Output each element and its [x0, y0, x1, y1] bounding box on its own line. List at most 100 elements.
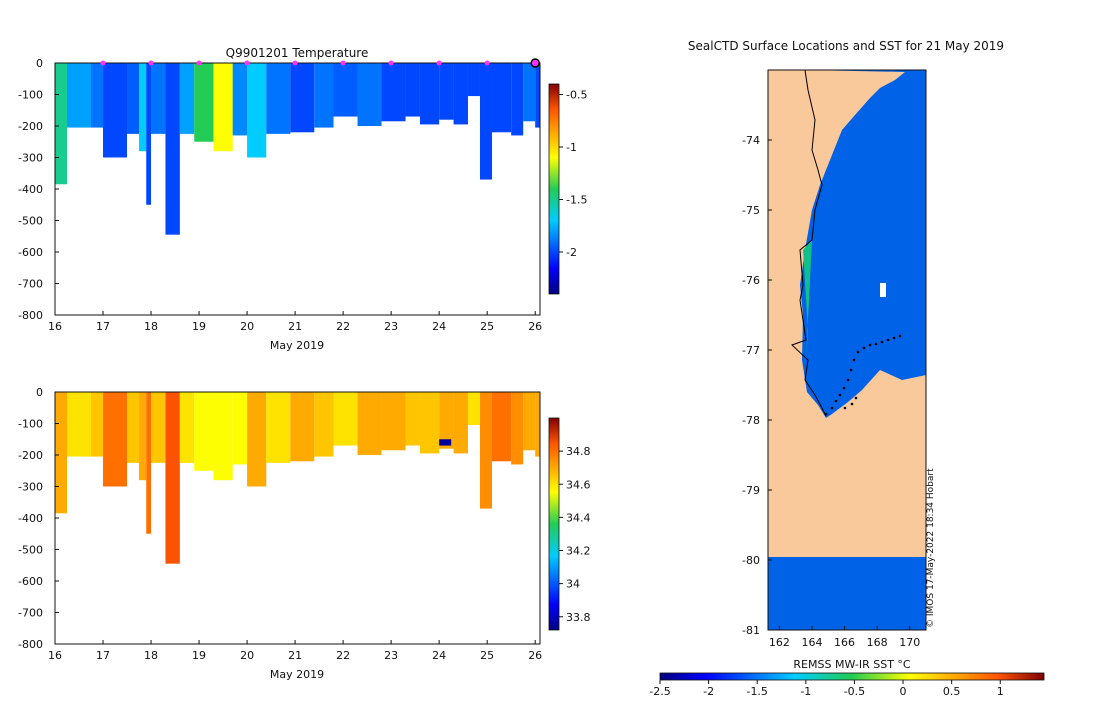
temperature-cells	[55, 63, 540, 235]
map-y-tick-label: -78	[742, 414, 760, 427]
x-tick-label: 16	[48, 649, 62, 662]
profile-cell	[439, 63, 454, 120]
y-tick-label: -700	[18, 278, 43, 291]
colorbar-tick-label: 34	[566, 578, 580, 591]
map-gap	[880, 283, 886, 297]
profile-cell	[103, 63, 128, 158]
x-tick-label: 26	[528, 649, 542, 662]
seal-location-dot	[874, 342, 878, 346]
y-tick-label: -300	[18, 481, 43, 494]
y-tick-label: -500	[18, 544, 43, 557]
profile-cell	[91, 392, 104, 457]
profile-cell	[491, 392, 512, 462]
map-colorbar-tick-label: 1	[997, 685, 1004, 698]
profile-cell	[139, 63, 147, 152]
seal-location-dot	[862, 346, 866, 350]
x-tick-label: 22	[336, 649, 350, 662]
map-seal-track	[824, 334, 902, 416]
profile-cell	[453, 392, 468, 454]
profile-marker	[100, 60, 106, 66]
map-x-tick-label: 170	[899, 636, 920, 649]
seal-location-dot	[892, 336, 896, 340]
x-tick-label: 20	[240, 320, 254, 333]
y-tick-label: -600	[18, 246, 43, 259]
colorbar-tick-label: 34.4	[566, 511, 591, 524]
temperature-title: Q9901201 Temperature	[226, 46, 369, 60]
seal-location-dot	[824, 412, 828, 416]
map-colorbar-tick-label: -2.5	[649, 685, 670, 698]
map-x-tick-label: 168	[867, 636, 888, 649]
seal-location-dot	[868, 343, 872, 347]
profile-cell	[535, 392, 540, 457]
profile-cell	[357, 63, 382, 126]
map-southern-sst	[768, 557, 926, 630]
profile-cell	[419, 63, 440, 125]
salinity-colorbar-ticks: 34.8 34.6 34.4 34.2 34 33.8	[559, 445, 591, 624]
x-tick-label: 24	[432, 649, 446, 662]
map-colorbar-tick-label: -1	[800, 685, 811, 698]
map-colorbar-ticks: -2.5 -2 -1.5 -1 -0.5 0 0.5 1	[649, 680, 1004, 698]
profile-cell	[151, 392, 166, 463]
x-tick-label: 23	[384, 320, 398, 333]
profile-cell	[179, 392, 195, 463]
seal-location-dot	[854, 396, 858, 400]
map-y-tick-label: -81	[742, 624, 760, 637]
profile-cell	[381, 392, 406, 451]
map-coastline	[791, 69, 827, 417]
profile-marker	[484, 60, 490, 66]
map-coastal-warm-strip	[803, 240, 812, 360]
profile-marker	[436, 60, 442, 66]
profile-cell	[247, 63, 267, 158]
temperature-xlabel: May 2019	[270, 339, 324, 352]
x-tick-label: 26	[528, 320, 542, 333]
x-tick-label: 17	[96, 320, 110, 333]
x-tick-label: 18	[144, 320, 158, 333]
x-tick-label: 20	[240, 649, 254, 662]
profile-cell	[479, 63, 492, 180]
profile-cell	[511, 392, 524, 465]
map-panel: SealCTD Surface Locations and SST for 21…	[649, 39, 1045, 698]
profile-cell	[479, 392, 492, 509]
profile-cell	[103, 392, 128, 487]
profile-cell	[194, 63, 214, 142]
profile-cell	[511, 63, 524, 136]
profile-marker	[530, 58, 540, 68]
profile-cell	[127, 63, 140, 134]
y-tick-label: -400	[18, 512, 43, 525]
salinity-xlabel: May 2019	[270, 668, 324, 681]
profile-cell	[151, 63, 166, 134]
profile-cell	[535, 63, 540, 128]
anomaly-cell	[439, 439, 452, 446]
profile-cell	[67, 392, 92, 457]
y-tick-label: -300	[18, 152, 43, 165]
colorbar-tick-label: -1.5	[566, 194, 587, 207]
profile-cell	[55, 392, 68, 514]
profile-cell	[213, 392, 233, 481]
y-tick-label: -800	[18, 638, 43, 651]
map-y-tick-label: -80	[742, 554, 760, 567]
x-tick-label: 22	[336, 320, 350, 333]
x-tick-label: 17	[96, 649, 110, 662]
profile-cell	[467, 392, 480, 426]
map-y-tick-label: -79	[742, 484, 760, 497]
profile-cell	[146, 63, 152, 205]
map-y-tick-label: -76	[742, 274, 760, 287]
seal-location-dot	[849, 368, 853, 372]
y-tick-label: -200	[18, 449, 43, 462]
x-tick-label: 25	[480, 320, 494, 333]
map-colorbar-tick-label: -1.5	[746, 685, 767, 698]
y-tick-label: -400	[18, 183, 43, 196]
map-colorbar-label: REMSS MW-IR SST °C	[793, 658, 911, 671]
colorbar-tick-label: -1	[566, 141, 577, 154]
profile-cell	[333, 63, 358, 117]
seal-location-dot	[846, 378, 850, 382]
profile-cell	[194, 392, 214, 471]
profile-cell	[419, 392, 440, 454]
profile-cell	[523, 392, 536, 451]
profile-cell	[491, 63, 512, 133]
profile-cell	[165, 63, 180, 235]
map-ross-sea	[800, 70, 926, 418]
map-y-tick-label: -75	[742, 204, 760, 217]
seal-location-dot	[830, 406, 834, 410]
y-tick-label: -100	[18, 89, 43, 102]
